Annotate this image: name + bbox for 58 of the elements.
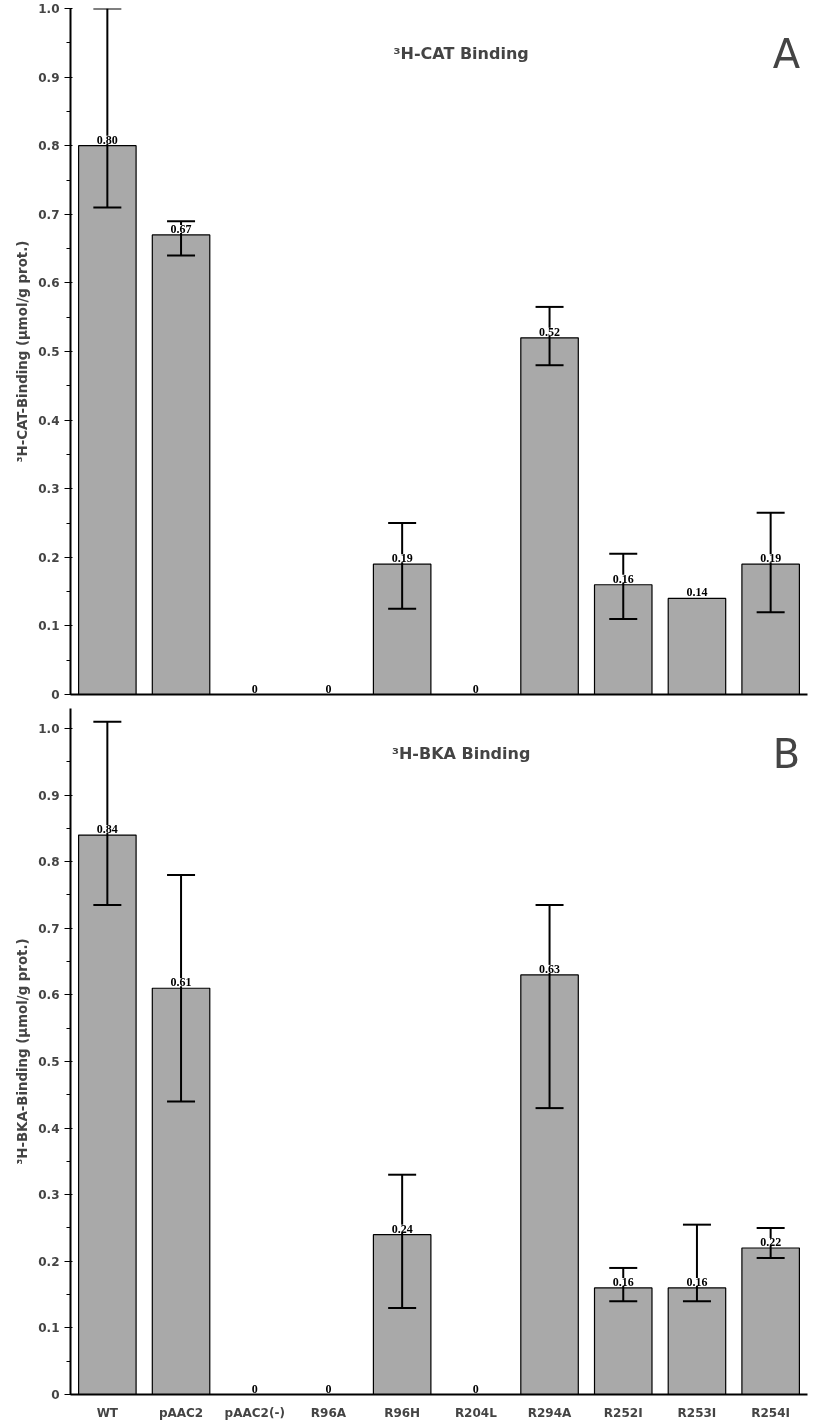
x-tick-label: WT xyxy=(96,1405,119,1420)
y-axis-title: ³H-BKA-Binding (µmol/g prot.) xyxy=(15,938,31,1165)
data-label: 0.67 xyxy=(170,221,192,236)
y-tick-label: 0.4 xyxy=(38,413,60,428)
data-label: 0.16 xyxy=(612,571,634,586)
data-label: 0 xyxy=(325,1381,332,1396)
y-tick-label: 0.8 xyxy=(38,139,60,154)
x-tick-label: R204L xyxy=(454,1405,498,1420)
y-tick-label: 0.6 xyxy=(38,988,60,1003)
y-tick-label: 0.7 xyxy=(38,921,60,936)
data-label: 0.14 xyxy=(686,585,708,600)
y-tick-label: 0 xyxy=(51,688,60,702)
y-tick-label: 0.1 xyxy=(38,619,60,634)
data-label: 0.52 xyxy=(539,324,561,339)
y-tick-label: 0.3 xyxy=(38,1188,60,1203)
y-tick-label: 1.0 xyxy=(38,721,60,736)
data-label: 0 xyxy=(251,681,258,696)
data-label: 0 xyxy=(251,1381,258,1396)
x-tick-label: R254I xyxy=(751,1405,791,1420)
y-tick-label: 0.8 xyxy=(38,855,60,870)
y-tick-label: 0.2 xyxy=(38,550,60,565)
data-label: 0.63 xyxy=(539,961,561,976)
data-label: 0 xyxy=(325,681,332,696)
x-tick-label: R294A xyxy=(527,1405,573,1420)
data-label: 0.22 xyxy=(760,1234,782,1249)
y-tick-label: 0.6 xyxy=(38,276,60,291)
text: ³H-CAT Binding xyxy=(393,44,529,64)
x-tick-label: R253I xyxy=(677,1405,717,1420)
data-label: 0.16 xyxy=(612,1274,634,1289)
x-tick-label: pAAC2 xyxy=(158,1405,204,1420)
y-tick-label: 0.4 xyxy=(38,1121,60,1136)
data-label: 0.16 xyxy=(686,1274,708,1289)
y-tick-label: 0 xyxy=(51,1388,60,1402)
x-tick-label: R96A xyxy=(310,1405,347,1420)
data-label: 0.61 xyxy=(170,975,192,990)
y-axis-title: ³H-CAT-Binding (µmol/g prot.) xyxy=(15,240,31,463)
data-label: 0.80 xyxy=(96,132,118,147)
text: ³H-BKA Binding xyxy=(391,744,531,764)
data-label: 0.19 xyxy=(760,551,782,566)
data-label: 0.84 xyxy=(96,822,118,837)
annotation: B xyxy=(772,731,801,778)
y-tick-label: 0.5 xyxy=(38,1054,60,1069)
y-tick-label: 0.3 xyxy=(38,482,60,497)
data-label: 0.19 xyxy=(391,551,413,566)
y-tick-label: 1.0 xyxy=(38,2,60,16)
y-tick-label: 0.1 xyxy=(38,1321,60,1336)
y-tick-label: 0.9 xyxy=(38,788,60,803)
y-tick-label: 0.5 xyxy=(38,345,60,359)
data-label: 0 xyxy=(472,1381,479,1396)
data-label: 0.24 xyxy=(391,1221,413,1236)
x-tick-label: R252I xyxy=(603,1405,643,1420)
y-tick-label: 0.9 xyxy=(38,70,60,85)
y-tick-label: 0.7 xyxy=(38,207,60,222)
annotation: A xyxy=(772,31,801,78)
x-tick-label: pAAC2(-) xyxy=(224,1405,285,1420)
x-tick-label: R96H xyxy=(384,1405,421,1420)
y-tick-label: 0.2 xyxy=(38,1254,60,1269)
data-label: 0 xyxy=(472,681,479,696)
